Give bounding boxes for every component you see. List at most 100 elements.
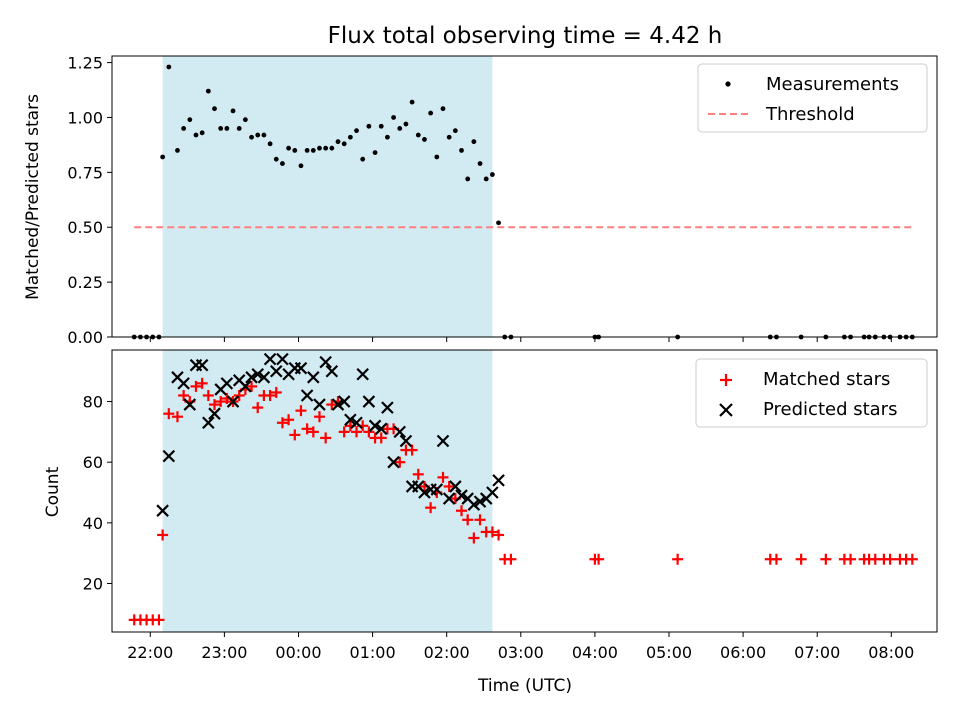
- predicted-star-point: [393, 425, 407, 439]
- bottom-axis-frame: [111, 349, 938, 633]
- measurement-point: [391, 115, 396, 120]
- measurement-point: [341, 141, 347, 147]
- top-panel: 0.00 0.25 0.50 0.75 1.00 1.25 Matched/Predict…: [23, 54, 938, 347]
- predicted-star-point: [300, 389, 314, 402]
- matched-star-point: [215, 396, 227, 408]
- predicted-star-point: [492, 474, 505, 487]
- measurement-point: [205, 88, 211, 94]
- matched-star-point: [171, 411, 183, 423]
- predicted-star-point: [473, 495, 487, 508]
- measurement-point: [249, 134, 254, 140]
- measurement-point: [360, 156, 366, 162]
- matched-star-point: [394, 456, 406, 468]
- matched-star-point: [283, 414, 295, 426]
- legend-measurements-marker: [725, 81, 731, 87]
- predicted-star-point: [202, 416, 215, 430]
- measurement-point: [440, 106, 446, 112]
- matched-star-point: [246, 380, 258, 392]
- predicted-star-point: [399, 434, 413, 448]
- bottom-y-tick-label: 40: [83, 514, 103, 533]
- measurement-point: [317, 145, 322, 151]
- matched-star-point: [505, 553, 517, 565]
- measurement-point: [446, 134, 452, 140]
- measurement-point: [329, 145, 335, 151]
- matched-star-point: [301, 423, 313, 435]
- measurement-point: [335, 139, 341, 145]
- predicted-star-point: [239, 380, 252, 393]
- measurement-point: [372, 150, 378, 155]
- matched-star-point: [363, 426, 375, 438]
- measurement-point: [434, 154, 440, 160]
- bottom-y-tick-label: 20: [83, 574, 103, 593]
- measurement-point: [298, 163, 304, 169]
- predicted-star-point: [418, 486, 431, 499]
- measurement-point: [304, 147, 310, 153]
- measurement-point: [166, 64, 172, 70]
- measurement-point: [280, 161, 285, 166]
- predicted-star-point: [449, 480, 462, 493]
- bottom-y-tick-label: 80: [83, 393, 103, 412]
- measurement-point: [187, 117, 193, 123]
- measurement-point: [489, 172, 495, 177]
- matched-star-point: [770, 553, 782, 565]
- matched-star-point: [486, 526, 498, 538]
- measurement-point: [471, 139, 477, 145]
- measurement-point: [415, 132, 421, 138]
- matched-star-point: [163, 408, 175, 420]
- bottom-panel: 20 40 60 80 22:00 23:00 00:00 01:00 02:00 03:00 0…: [43, 349, 938, 696]
- predicted-star-point: [381, 401, 394, 414]
- measurement-point: [310, 147, 316, 153]
- legend-threshold-label: Threshold: [765, 104, 855, 125]
- top-y-axis-label: Matched/Predicted stars: [23, 94, 43, 300]
- predicted-star-point: [325, 364, 339, 378]
- matched-star-point: [307, 426, 319, 438]
- predicted-star-point: [467, 498, 481, 511]
- matched-star-point: [906, 553, 918, 565]
- x-tick-label: 03:00: [498, 643, 544, 662]
- measurement-point: [483, 176, 489, 182]
- predicted-star-point: [350, 416, 363, 430]
- predicted-star-point: [387, 455, 400, 469]
- predicted-star-point: [344, 413, 357, 427]
- matched-star-point: [493, 529, 505, 541]
- measurement-point: [347, 134, 353, 140]
- measurement-point: [465, 176, 471, 182]
- measurement-point: [477, 161, 483, 166]
- legend-matched-marker: [720, 374, 732, 386]
- matched-star-point: [412, 468, 424, 480]
- matched-star-point: [289, 429, 301, 441]
- predicted-star-point: [220, 377, 234, 390]
- matched-star-point: [672, 553, 684, 565]
- matched-star-point: [320, 432, 332, 444]
- top-y-tick-label: 0.75: [67, 163, 103, 182]
- predicted-star-point: [177, 377, 190, 390]
- measurement-point: [378, 123, 384, 129]
- matched-star-point: [178, 389, 190, 401]
- predicted-star-point: [156, 504, 169, 517]
- predicted-star-point: [331, 398, 345, 411]
- predicted-star-point: [251, 367, 265, 381]
- matched-star-point: [295, 405, 307, 417]
- matched-star-point: [270, 386, 282, 398]
- x-tick-label: 07:00: [794, 643, 840, 662]
- predicted-star-point: [269, 364, 283, 378]
- predicted-star-point: [442, 492, 456, 505]
- predicted-star-point: [195, 358, 209, 372]
- measurement-point: [385, 134, 390, 140]
- measurement-point: [422, 137, 427, 142]
- predicted-star-point: [162, 449, 176, 463]
- top-y-tick-label: 0.00: [67, 328, 103, 347]
- measurement-point: [354, 128, 359, 134]
- measurement-point: [366, 123, 372, 129]
- matched-star-point: [264, 389, 276, 401]
- predicted-star-point: [313, 398, 326, 411]
- measurement-point: [218, 126, 224, 131]
- legend-matched-label: Matched stars: [763, 369, 890, 390]
- matched-star-point: [276, 417, 288, 429]
- matched-star-point: [233, 389, 245, 401]
- matched-star-point: [202, 389, 214, 401]
- legend-measurements-label: Measurements: [766, 74, 899, 95]
- matched-star-point: [443, 480, 455, 492]
- measurement-point: [267, 141, 273, 147]
